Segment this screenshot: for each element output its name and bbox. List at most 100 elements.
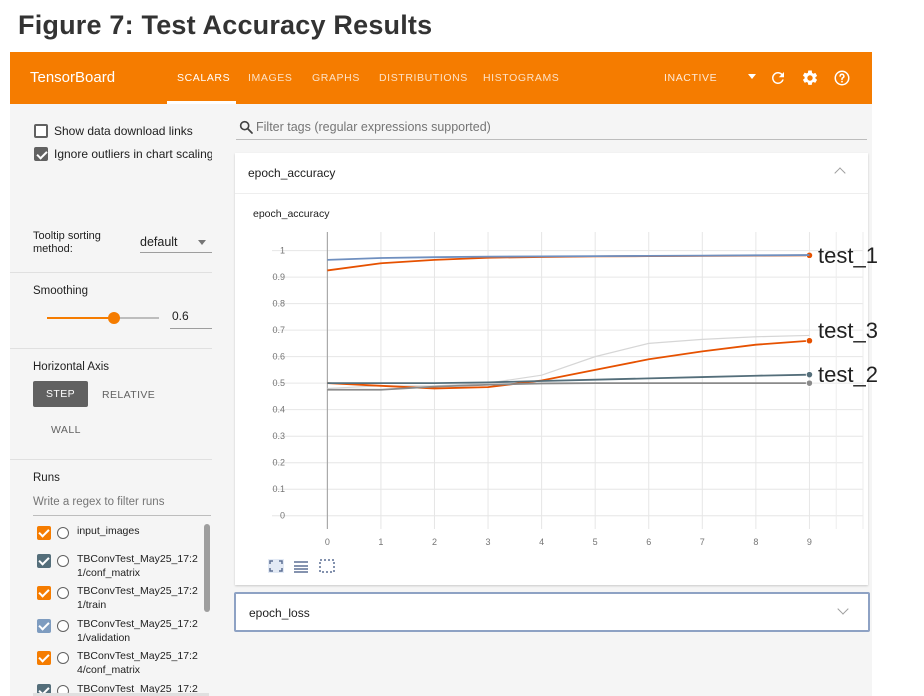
run-name: TBConvTest_May25_17:2 1/validation <box>77 617 198 645</box>
card-title: epoch_loss <box>249 606 310 620</box>
run-name: TBConvTest_May25_17:2 1/conf_matrix <box>77 552 198 580</box>
x-tick-label: 9 <box>807 537 812 547</box>
card-divider <box>235 193 868 194</box>
x-tick-label: 4 <box>539 537 544 547</box>
run-checkbox[interactable] <box>37 586 51 600</box>
sidebar-divider <box>10 348 212 349</box>
smoothing-slider-fill <box>47 317 115 319</box>
inactive-plugins-select[interactable]: INACTIVE <box>664 72 718 84</box>
chart-title: epoch_accuracy <box>253 208 330 220</box>
card-title: epoch_accuracy <box>248 166 336 180</box>
epoch-accuracy-card: epoch_accuracy epoch_accuracy 0 0.1 0.2 0.3… <box>235 153 868 585</box>
run-color-circle[interactable] <box>57 620 69 632</box>
caret-down-icon[interactable] <box>748 74 756 79</box>
tag-filter-bar[interactable] <box>236 114 867 140</box>
run-color-circle[interactable] <box>57 652 69 664</box>
runs-label: Runs <box>33 472 60 484</box>
ignore-outliers-checkbox[interactable] <box>34 147 48 161</box>
run-checkbox[interactable] <box>37 651 51 665</box>
settings-icon[interactable] <box>801 69 819 87</box>
active-tab-underline <box>167 101 236 104</box>
y-tick-label: 0.7 <box>272 325 285 335</box>
tab-scalars[interactable]: SCALARS <box>177 72 231 84</box>
run-checkbox[interactable] <box>37 554 51 568</box>
series-end-marker <box>805 371 814 379</box>
run-checkbox[interactable] <box>37 526 51 540</box>
tooltip-sorting-select[interactable]: default <box>140 233 212 253</box>
x-tick-label: 0 <box>325 537 330 547</box>
runs-filter-input[interactable]: Write a regex to filter runs <box>33 496 211 516</box>
tag-filter-input[interactable]: Filter tags (regular expressions support… <box>256 120 491 134</box>
tab-images[interactable]: IMAGES <box>248 72 293 84</box>
run-name: TBConvTest_May25_17:2 1/train <box>77 584 198 612</box>
run-name-line: 4/conf_matrix <box>77 664 141 676</box>
series-line <box>327 382 810 391</box>
run-name-line: TBConvTest_May25_17:2 <box>77 683 198 695</box>
epoch-loss-card[interactable]: epoch_loss <box>234 592 870 632</box>
runs-scrollbar[interactable] <box>204 524 210 612</box>
y-tick-label: 0.2 <box>272 458 285 468</box>
tab-histograms[interactable]: HISTOGRAMS <box>483 72 560 84</box>
y-tick-label: 0.6 <box>272 352 285 362</box>
run-name: input_images <box>77 524 139 538</box>
top-app-bar: TensorBoard SCALARS IMAGES GRAPHS DISTRI… <box>10 52 872 104</box>
tensorboard-screenshot: TensorBoard SCALARS IMAGES GRAPHS DISTRI… <box>10 52 872 696</box>
axis-step-button[interactable]: STEP <box>33 381 88 407</box>
show-download-links-checkbox[interactable] <box>34 124 48 138</box>
tab-distributions[interactable]: DISTRIBUTIONS <box>379 72 468 84</box>
annotation-test-3: test_3 <box>818 318 878 343</box>
tooltip-sorting-label-2: method: <box>33 243 73 255</box>
tab-graphs[interactable]: GRAPHS <box>312 72 360 84</box>
run-name-line: 1/conf_matrix <box>77 567 141 579</box>
run-name-line: input_images <box>77 525 140 537</box>
series-end-marker <box>805 379 814 387</box>
y-tick-label: 0.8 <box>272 299 285 309</box>
series-line <box>327 339 810 390</box>
run-checkbox[interactable] <box>37 619 51 633</box>
run-name-line: TBConvTest_May25_17:2 <box>77 585 198 597</box>
run-name: TBConvTest_May25_17:2 <box>77 682 198 696</box>
run-name: TBConvTest_May25_17:2 4/conf_matrix <box>77 649 198 677</box>
tooltip-sorting-label: Tooltip sorting <box>33 230 101 242</box>
toggle-all-runs-button[interactable]: TOGGLE ALL RUNS <box>33 693 209 696</box>
fit-domain-icon[interactable] <box>267 558 285 574</box>
accuracy-chart[interactable]: 0 0.1 0.2 0.3 0.4 0.5 0.6 0.7 0.8 0.9 1 0 1 2 3 4 5 6 7 8 9 <box>235 153 868 553</box>
x-tick-label: 3 <box>486 537 491 547</box>
smoothing-slider-thumb[interactable] <box>108 312 121 324</box>
sidebar: Show data download links Ignore outliers… <box>10 104 212 696</box>
y-tick-label: 0.9 <box>272 272 285 282</box>
ignore-outliers-label: Ignore outliers in chart scaling <box>54 147 212 161</box>
x-tick-label: 6 <box>646 537 651 547</box>
run-color-circle[interactable] <box>57 587 69 599</box>
x-tick-label: 7 <box>700 537 705 547</box>
axis-relative-button[interactable]: RELATIVE <box>102 389 156 401</box>
y-tick-label: 0.3 <box>272 431 285 441</box>
figure-title: Figure 7: Test Accuracy Results <box>18 10 433 40</box>
search-icon <box>239 120 253 134</box>
toggle-log-scale-icon[interactable] <box>292 558 310 574</box>
series-line <box>327 254 810 261</box>
series-end-marker <box>805 337 814 345</box>
run-color-circle[interactable] <box>57 685 69 696</box>
run-name-line: 1/train <box>77 599 107 611</box>
run-color-circle[interactable] <box>57 527 69 539</box>
series-line <box>327 334 810 390</box>
run-name-line: TBConvTest_May25_17:2 <box>77 618 198 630</box>
zoom-select-icon[interactable] <box>318 558 336 574</box>
annotation-test-1: test_1 <box>818 243 878 268</box>
smoothing-label: Smoothing <box>33 285 88 297</box>
chevron-down-icon[interactable] <box>837 603 849 615</box>
y-tick-label: 1 <box>280 246 285 256</box>
y-tick-label: 0.5 <box>272 378 285 388</box>
help-icon[interactable] <box>833 69 851 87</box>
refresh-icon[interactable] <box>769 69 787 87</box>
smoothing-input[interactable]: 0.6 <box>170 309 212 329</box>
y-tick-label: 0.4 <box>272 405 285 415</box>
run-name-line: TBConvTest_May25_17:2 <box>77 553 198 565</box>
x-tick-label: 5 <box>593 537 598 547</box>
axis-wall-button[interactable]: WALL <box>51 424 81 436</box>
horizontal-axis-label: Horizontal Axis <box>33 361 110 373</box>
run-color-circle[interactable] <box>57 555 69 567</box>
chevron-down-icon[interactable] <box>198 240 206 245</box>
x-tick-label: 2 <box>432 537 437 547</box>
